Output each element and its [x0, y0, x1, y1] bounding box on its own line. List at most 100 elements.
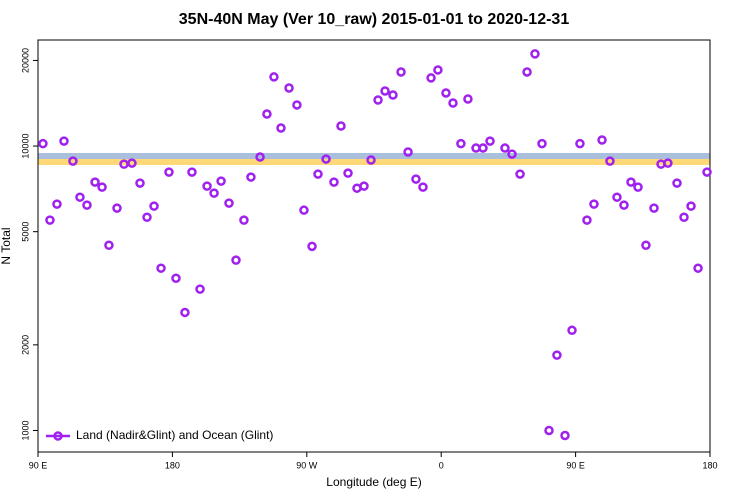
data-point [52, 199, 62, 209]
data-point [567, 325, 577, 336]
data-point [485, 136, 495, 146]
data-point [329, 177, 339, 187]
y-tick-label: 20000 [20, 48, 30, 73]
data-point [411, 174, 421, 184]
data-point [307, 241, 317, 252]
data-point [255, 152, 265, 162]
data-point [537, 138, 547, 149]
data-point [433, 65, 443, 75]
data-point [418, 182, 428, 192]
data-point [156, 263, 166, 273]
data-point [589, 199, 599, 209]
data-point [641, 240, 651, 250]
x-tick-label: 0 [439, 460, 444, 470]
data-point [663, 158, 673, 168]
data-point [693, 263, 703, 273]
y-tick-label: 5000 [20, 222, 30, 242]
data-point [269, 72, 279, 82]
data-point [246, 172, 256, 182]
data-point [343, 168, 353, 178]
data-point [262, 109, 272, 119]
data-point [164, 167, 174, 177]
x-tick-label: 180 [702, 460, 717, 470]
data-point [292, 100, 302, 110]
legend-marker [53, 431, 63, 441]
data-point [321, 154, 331, 164]
data-point [284, 83, 294, 93]
data-point [544, 425, 554, 436]
data-point [515, 169, 525, 179]
data-point [299, 205, 309, 215]
x-tick-label: 90 E [566, 460, 585, 470]
data-point [396, 67, 406, 77]
data-point [456, 138, 466, 149]
x-tick-label: 90 W [296, 460, 318, 470]
data-point [426, 73, 436, 83]
data-point [597, 135, 607, 145]
x-tick-label: 180 [165, 460, 180, 470]
legend-label: Land (Nadir&Glint) and Ocean (Glint) [76, 428, 273, 442]
data-point [313, 169, 323, 179]
data-point [575, 138, 585, 149]
data-point [388, 90, 398, 100]
data-point [552, 350, 562, 360]
data-point [463, 94, 473, 104]
data-point [560, 430, 570, 441]
chart-title: 35N-40N May (Ver 10_raw) 2015-01-01 to 2… [179, 11, 570, 28]
data-point [500, 143, 510, 153]
y-tick-label: 2000 [20, 335, 30, 355]
data-point [373, 95, 383, 105]
x-axis-title: Longitude (deg E) [326, 475, 421, 489]
data-point [605, 156, 615, 166]
data-point [187, 167, 197, 177]
data-point [448, 98, 458, 108]
data-point [530, 49, 540, 59]
data-point [359, 181, 369, 191]
data-point [702, 167, 712, 177]
ocean-band [38, 153, 710, 159]
data-point [127, 158, 137, 168]
data-point [403, 147, 413, 157]
plot-frame [37, 39, 711, 453]
y-axis-title: N Total [0, 227, 13, 264]
data-point [619, 200, 629, 210]
data-point [149, 201, 159, 211]
data-point [612, 192, 622, 202]
data-point [649, 203, 659, 213]
data-point [478, 143, 488, 153]
data-point [142, 212, 152, 222]
data-point [82, 200, 92, 210]
data-point [97, 182, 107, 192]
data-point [626, 177, 636, 187]
data-point [38, 138, 48, 149]
data-point [68, 156, 78, 166]
data-point [216, 176, 226, 186]
data-point [633, 182, 643, 192]
data-point [679, 212, 689, 222]
data-point [380, 86, 390, 96]
data-point [672, 178, 682, 188]
data-point [171, 273, 181, 283]
data-point [582, 215, 592, 225]
data-point [686, 201, 696, 211]
data-point [195, 284, 205, 294]
data-point [112, 203, 122, 213]
data-point [224, 198, 234, 208]
x-tick-label: 90 E [29, 460, 48, 470]
data-point [180, 307, 190, 318]
data-point [336, 121, 346, 131]
y-tick-label: 1000 [20, 420, 30, 440]
data-point [366, 155, 376, 165]
data-point [522, 67, 532, 77]
data-point [276, 123, 286, 133]
data-point [75, 192, 85, 202]
data-point [239, 215, 249, 225]
data-point [202, 181, 212, 191]
data-point [90, 177, 100, 187]
data-point [507, 149, 517, 159]
y-tick-label: 10000 [20, 134, 30, 159]
data-point [209, 188, 219, 198]
data-point [135, 178, 145, 188]
data-point [59, 136, 69, 146]
